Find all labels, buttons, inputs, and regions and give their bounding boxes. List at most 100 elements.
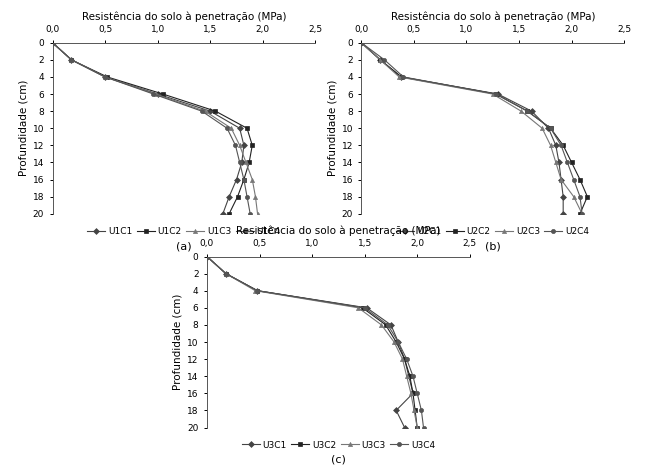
Line: U2C4: U2C4 [359,41,584,216]
U1C2 [225,211,233,217]
U2C4 [564,160,572,165]
U3C4 [222,271,230,276]
U3C2 [382,322,390,328]
U1C4 [236,160,244,165]
U3C3 [203,254,211,259]
U1C2 [103,74,111,80]
U1C4 [49,40,57,46]
U3C1 [203,254,211,259]
U3C4 [420,425,428,430]
U1C2 [245,160,253,165]
Legend: U2C1, U2C2, U2C3, U2C4: U2C1, U2C2, U2C3, U2C4 [396,227,589,236]
U1C1 [154,91,162,97]
U3C2 [359,305,367,311]
U3C2 [406,373,414,379]
U2C1 [557,177,565,182]
U1C1 [233,177,240,182]
U2C1 [555,160,563,165]
U2C2 [524,108,532,114]
U2C2 [492,91,500,97]
U2C3 [552,160,560,165]
U1C1 [225,194,233,200]
U1C3 [236,142,244,148]
U2C3 [570,194,578,200]
U3C3 [407,390,415,396]
Text: (b): (b) [485,241,501,251]
U3C4 [403,356,411,362]
U2C4 [357,40,365,46]
U3C2 [392,339,400,345]
U3C2 [254,288,261,294]
U1C3 [152,91,160,97]
U1C3 [242,160,250,165]
U1C2 [243,125,251,131]
U1C2 [248,142,256,148]
U3C4 [394,339,402,345]
U3C4 [254,288,261,294]
U1C4 [243,194,251,200]
Line: U3C2: U3C2 [205,255,419,429]
U2C4 [547,125,555,131]
U2C1 [559,211,567,217]
X-axis label: Resistência do solo à penetração (MPa): Resistência do solo à penetração (MPa) [81,11,286,22]
U1C2 [212,108,219,114]
U1C1 [238,160,246,165]
U2C2 [583,194,591,200]
U3C2 [411,408,419,413]
U2C3 [376,57,384,63]
U2C3 [517,108,525,114]
Line: U3C3: U3C3 [205,255,419,429]
U3C4 [409,373,417,379]
U1C4 [68,57,76,63]
Y-axis label: Profundidade (cm): Profundidade (cm) [18,80,28,176]
X-axis label: Resistência do solo à penetração (MPa): Resistência do solo à penetração (MPa) [236,225,441,236]
U3C3 [378,322,386,328]
U3C1 [392,408,400,413]
U2C2 [568,160,576,165]
U1C3 [68,57,76,63]
U3C4 [361,305,369,311]
U3C3 [354,305,362,311]
U2C1 [376,57,384,63]
U3C1 [363,305,371,311]
U3C3 [410,408,418,413]
U1C1 [219,211,227,217]
U2C4 [570,177,578,182]
U2C3 [557,177,565,182]
U3C4 [203,254,211,259]
U1C1 [240,142,248,148]
U1C3 [49,40,57,46]
U3C2 [203,254,211,259]
U2C3 [357,40,365,46]
U2C1 [559,194,567,200]
U1C1 [68,57,76,63]
U3C3 [399,356,407,362]
U1C4 [101,74,109,80]
U2C3 [538,125,546,131]
U2C4 [492,91,500,97]
Line: U2C3: U2C3 [359,41,584,216]
U1C1 [206,108,214,114]
U2C4 [399,74,407,80]
U3C1 [394,339,402,345]
U3C3 [413,425,421,430]
U1C4 [150,91,158,97]
U3C2 [409,390,417,396]
U2C2 [559,142,567,148]
U2C4 [576,194,584,200]
Line: U2C1: U2C1 [359,41,565,216]
U2C2 [576,211,584,217]
Line: U3C4: U3C4 [205,255,426,429]
U2C1 [357,40,365,46]
U3C2 [413,425,421,430]
Y-axis label: Profundidade (cm): Profundidade (cm) [327,80,337,176]
U2C1 [552,142,560,148]
Y-axis label: Profundidade (cm): Profundidade (cm) [173,294,183,390]
U2C3 [489,91,497,97]
U1C3 [201,108,209,114]
Legend: U1C1, U1C2, U1C3, U1C4: U1C1, U1C2, U1C3, U1C4 [87,227,281,236]
U1C2 [68,57,76,63]
U1C1 [236,125,244,131]
U3C1 [222,271,230,276]
U3C3 [222,271,230,276]
